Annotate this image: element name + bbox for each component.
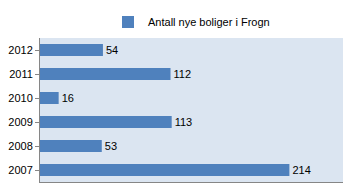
svg-text:113: 113 <box>175 116 193 128</box>
svg-text:2011: 2011 <box>9 68 33 80</box>
svg-text:112: 112 <box>174 68 192 80</box>
svg-text:2007: 2007 <box>8 164 32 176</box>
svg-text:2012: 2012 <box>8 44 32 56</box>
svg-text:54: 54 <box>106 44 118 56</box>
svg-text:2010: 2010 <box>8 92 32 104</box>
svg-text:Antall nye boliger i Frogn: Antall nye boliger i Frogn <box>148 16 270 28</box>
svg-text:53: 53 <box>105 140 117 152</box>
svg-text:16: 16 <box>62 92 74 104</box>
svg-text:2009: 2009 <box>8 116 32 128</box>
svg-text:214: 214 <box>292 164 310 176</box>
svg-text:2008: 2008 <box>8 140 32 152</box>
